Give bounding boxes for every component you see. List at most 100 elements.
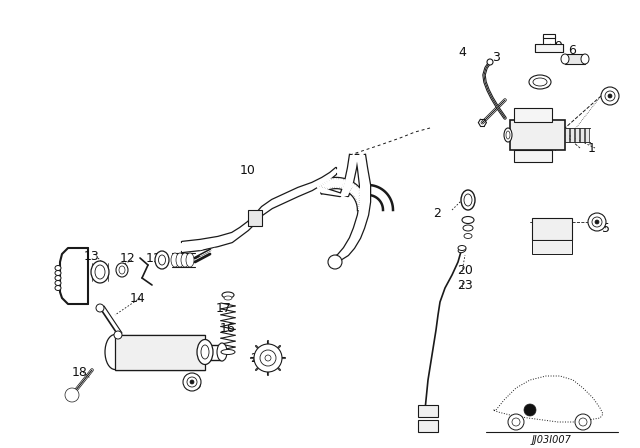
Circle shape <box>524 404 536 416</box>
Polygon shape <box>312 178 322 190</box>
Ellipse shape <box>461 190 475 210</box>
Ellipse shape <box>186 253 194 267</box>
Ellipse shape <box>464 194 472 206</box>
Polygon shape <box>350 186 358 194</box>
Ellipse shape <box>159 255 166 265</box>
Polygon shape <box>355 194 365 200</box>
Polygon shape <box>348 183 355 192</box>
Circle shape <box>588 213 606 231</box>
Text: 19: 19 <box>187 379 203 392</box>
Text: JJ03I007: JJ03I007 <box>532 435 572 445</box>
Polygon shape <box>200 237 218 250</box>
Text: 2: 2 <box>433 207 441 220</box>
Text: 5: 5 <box>602 221 610 234</box>
Ellipse shape <box>201 345 209 359</box>
Text: 3: 3 <box>492 51 500 64</box>
Ellipse shape <box>55 276 61 280</box>
Circle shape <box>608 94 612 98</box>
Ellipse shape <box>506 131 510 139</box>
Ellipse shape <box>504 128 512 142</box>
Bar <box>418 405 438 417</box>
Text: 14: 14 <box>130 292 146 305</box>
Ellipse shape <box>119 266 125 274</box>
Polygon shape <box>316 184 323 193</box>
Polygon shape <box>343 180 348 190</box>
Polygon shape <box>326 179 331 189</box>
Ellipse shape <box>155 251 169 269</box>
Text: 18: 18 <box>72 366 88 379</box>
Bar <box>532 240 572 254</box>
Circle shape <box>96 304 104 312</box>
Circle shape <box>187 377 197 387</box>
Ellipse shape <box>55 280 61 285</box>
Polygon shape <box>319 181 326 191</box>
Ellipse shape <box>55 285 61 290</box>
Bar <box>418 420 438 432</box>
Circle shape <box>65 388 79 402</box>
Text: 11: 11 <box>146 251 162 264</box>
Ellipse shape <box>462 216 474 224</box>
Text: 17: 17 <box>216 302 232 314</box>
Bar <box>115 335 205 370</box>
Polygon shape <box>322 181 328 190</box>
Polygon shape <box>358 207 368 210</box>
Polygon shape <box>338 248 354 255</box>
Polygon shape <box>333 178 336 188</box>
Circle shape <box>508 414 524 430</box>
Polygon shape <box>349 184 357 194</box>
Ellipse shape <box>91 261 109 283</box>
Bar <box>535 44 563 52</box>
Circle shape <box>254 344 282 372</box>
Bar <box>580 128 584 142</box>
Ellipse shape <box>105 335 125 370</box>
Polygon shape <box>350 228 364 238</box>
Bar <box>585 128 589 142</box>
Polygon shape <box>356 195 365 202</box>
Circle shape <box>68 391 76 399</box>
Bar <box>543 34 555 38</box>
Polygon shape <box>285 188 298 202</box>
Polygon shape <box>182 240 200 252</box>
Ellipse shape <box>222 292 234 298</box>
Ellipse shape <box>458 247 466 253</box>
Ellipse shape <box>533 78 547 86</box>
Bar <box>514 150 552 162</box>
Bar <box>514 108 552 122</box>
Text: 22: 22 <box>556 221 572 234</box>
Text: 8: 8 <box>541 78 549 90</box>
Ellipse shape <box>217 343 227 361</box>
Polygon shape <box>240 222 248 236</box>
Ellipse shape <box>561 54 569 64</box>
Polygon shape <box>353 190 362 197</box>
Ellipse shape <box>197 340 213 365</box>
Polygon shape <box>346 181 353 191</box>
Circle shape <box>601 87 619 105</box>
Polygon shape <box>298 183 312 196</box>
Text: 1: 1 <box>588 142 596 155</box>
Polygon shape <box>330 255 348 260</box>
Polygon shape <box>344 238 360 248</box>
Polygon shape <box>340 178 344 189</box>
Bar <box>575 128 579 142</box>
Ellipse shape <box>463 225 473 231</box>
Text: 15: 15 <box>190 344 206 357</box>
Circle shape <box>260 350 276 366</box>
Ellipse shape <box>181 253 189 267</box>
Text: 10: 10 <box>240 164 256 177</box>
Text: 12: 12 <box>120 251 136 264</box>
Circle shape <box>487 59 493 65</box>
Circle shape <box>579 418 587 426</box>
Polygon shape <box>358 168 370 185</box>
Polygon shape <box>348 155 358 168</box>
Polygon shape <box>356 198 367 203</box>
Ellipse shape <box>55 271 61 276</box>
Circle shape <box>605 91 615 101</box>
Polygon shape <box>262 200 272 215</box>
Text: 4: 4 <box>458 46 466 59</box>
Polygon shape <box>351 187 360 196</box>
Polygon shape <box>218 233 232 246</box>
Polygon shape <box>345 168 356 182</box>
Bar <box>248 210 262 226</box>
Text: 13: 13 <box>84 250 100 263</box>
Text: 7: 7 <box>606 91 614 104</box>
